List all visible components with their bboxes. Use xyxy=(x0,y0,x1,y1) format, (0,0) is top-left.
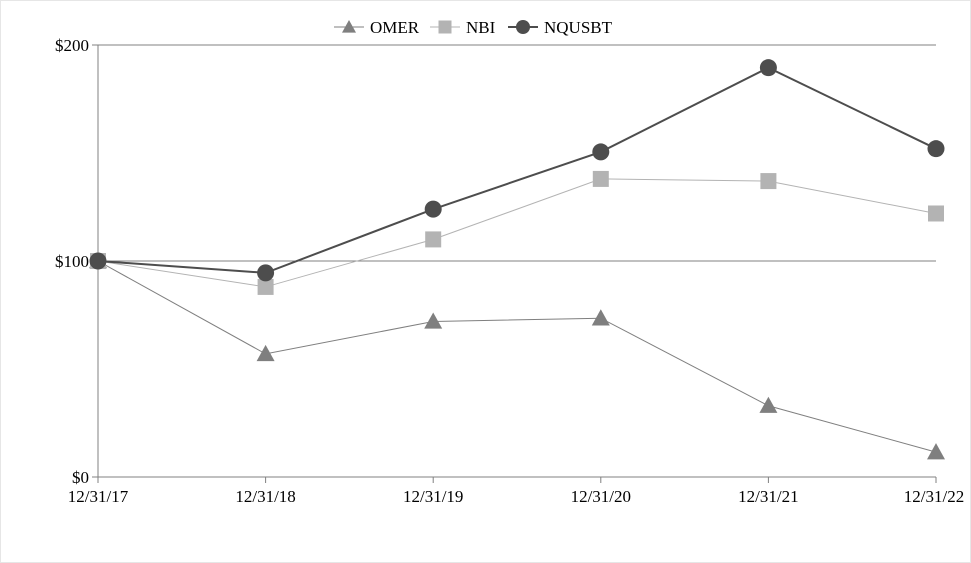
legend-marker-nqusbt xyxy=(516,20,530,34)
y-tick-label: $200 xyxy=(55,36,89,55)
series-line-nqusbt xyxy=(97,66,937,274)
data-point-omer xyxy=(591,309,610,326)
series-omer xyxy=(89,252,945,460)
legend-marker-omer xyxy=(342,20,356,33)
data-point-nqusbt xyxy=(257,264,275,282)
y-tick-label: $0 xyxy=(72,468,89,487)
legend-label-nqusbt: NQUSBT xyxy=(544,18,613,37)
data-point-nqusbt xyxy=(927,140,945,158)
data-point-nqusbt xyxy=(759,59,777,77)
data-point-nqusbt xyxy=(424,200,442,218)
y-tick-label: $100 xyxy=(55,252,89,271)
series-line-omer xyxy=(97,260,937,453)
data-point-omer xyxy=(759,396,778,413)
data-point-nbi xyxy=(760,173,777,190)
data-point-omer xyxy=(424,312,443,329)
legend-label-nbi: NBI xyxy=(466,18,496,37)
data-point-omer xyxy=(256,344,275,362)
data-point-nqusbt xyxy=(89,252,107,270)
legend-item-omer: OMER xyxy=(334,18,420,37)
legend-item-nqusbt: NQUSBT xyxy=(508,18,613,37)
x-tick-label: 12/31/19 xyxy=(403,487,463,506)
legend-item-nbi: NBI xyxy=(430,18,496,37)
axis-layer: $0 $100 $200 12/31/17 12/31/18 12/31/19 12/31/… xyxy=(55,36,964,506)
series-nqusbt xyxy=(89,59,945,282)
x-tick-label: 12/31/18 xyxy=(235,487,295,506)
legend-label-omer: OMER xyxy=(370,18,420,37)
data-point-nbi xyxy=(425,231,442,248)
data-point-omer xyxy=(927,443,945,460)
data-point-nbi xyxy=(592,170,609,187)
series-nbi xyxy=(90,170,944,295)
series-line-nbi xyxy=(97,178,937,288)
x-tick-label: 12/31/20 xyxy=(571,487,631,506)
legend: OMER NBI NQUSBT xyxy=(334,18,613,37)
data-point-nbi xyxy=(257,278,274,295)
x-tick-label: 12/31/22 xyxy=(904,487,964,506)
data-point-nqusbt xyxy=(592,143,610,161)
x-tick-label: 12/31/21 xyxy=(738,487,798,506)
legend-marker-nbi xyxy=(438,20,452,34)
data-point-nbi xyxy=(928,205,944,222)
x-tick-label: 12/31/17 xyxy=(68,487,129,506)
grid-layer xyxy=(98,44,936,262)
series-layer xyxy=(89,59,945,460)
